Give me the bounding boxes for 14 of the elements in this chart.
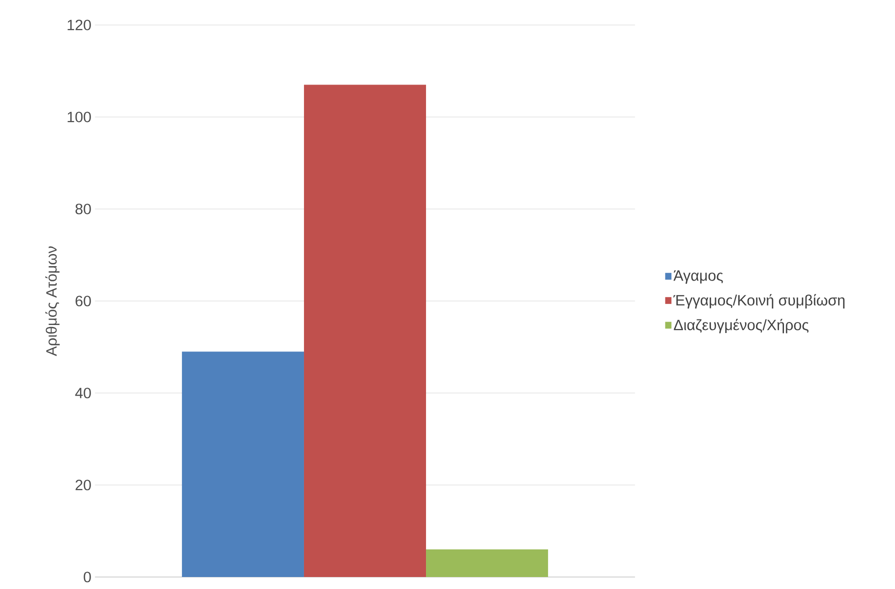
y-tick-label: 80 [76, 204, 91, 214]
y-tick-label: 120 [68, 20, 91, 30]
bar [182, 352, 304, 577]
legend-label: Έγγαμος/Κοινή συμβίωση [673, 294, 844, 308]
y-tick-label: 100 [68, 112, 91, 122]
bar [426, 549, 548, 577]
legend-label: Διαζευγμένος/Χήρος [674, 318, 808, 334]
bar [304, 84, 426, 577]
y-axis-title: Αριθμός Ατόμων [45, 246, 60, 356]
legend-label: Άγαμος [673, 270, 723, 284]
y-tick-label: 40 [75, 388, 91, 398]
y-tick-label: 0 [84, 572, 91, 582]
y-tick-label: 20 [76, 480, 91, 490]
y-tick-label: 60 [76, 296, 91, 306]
